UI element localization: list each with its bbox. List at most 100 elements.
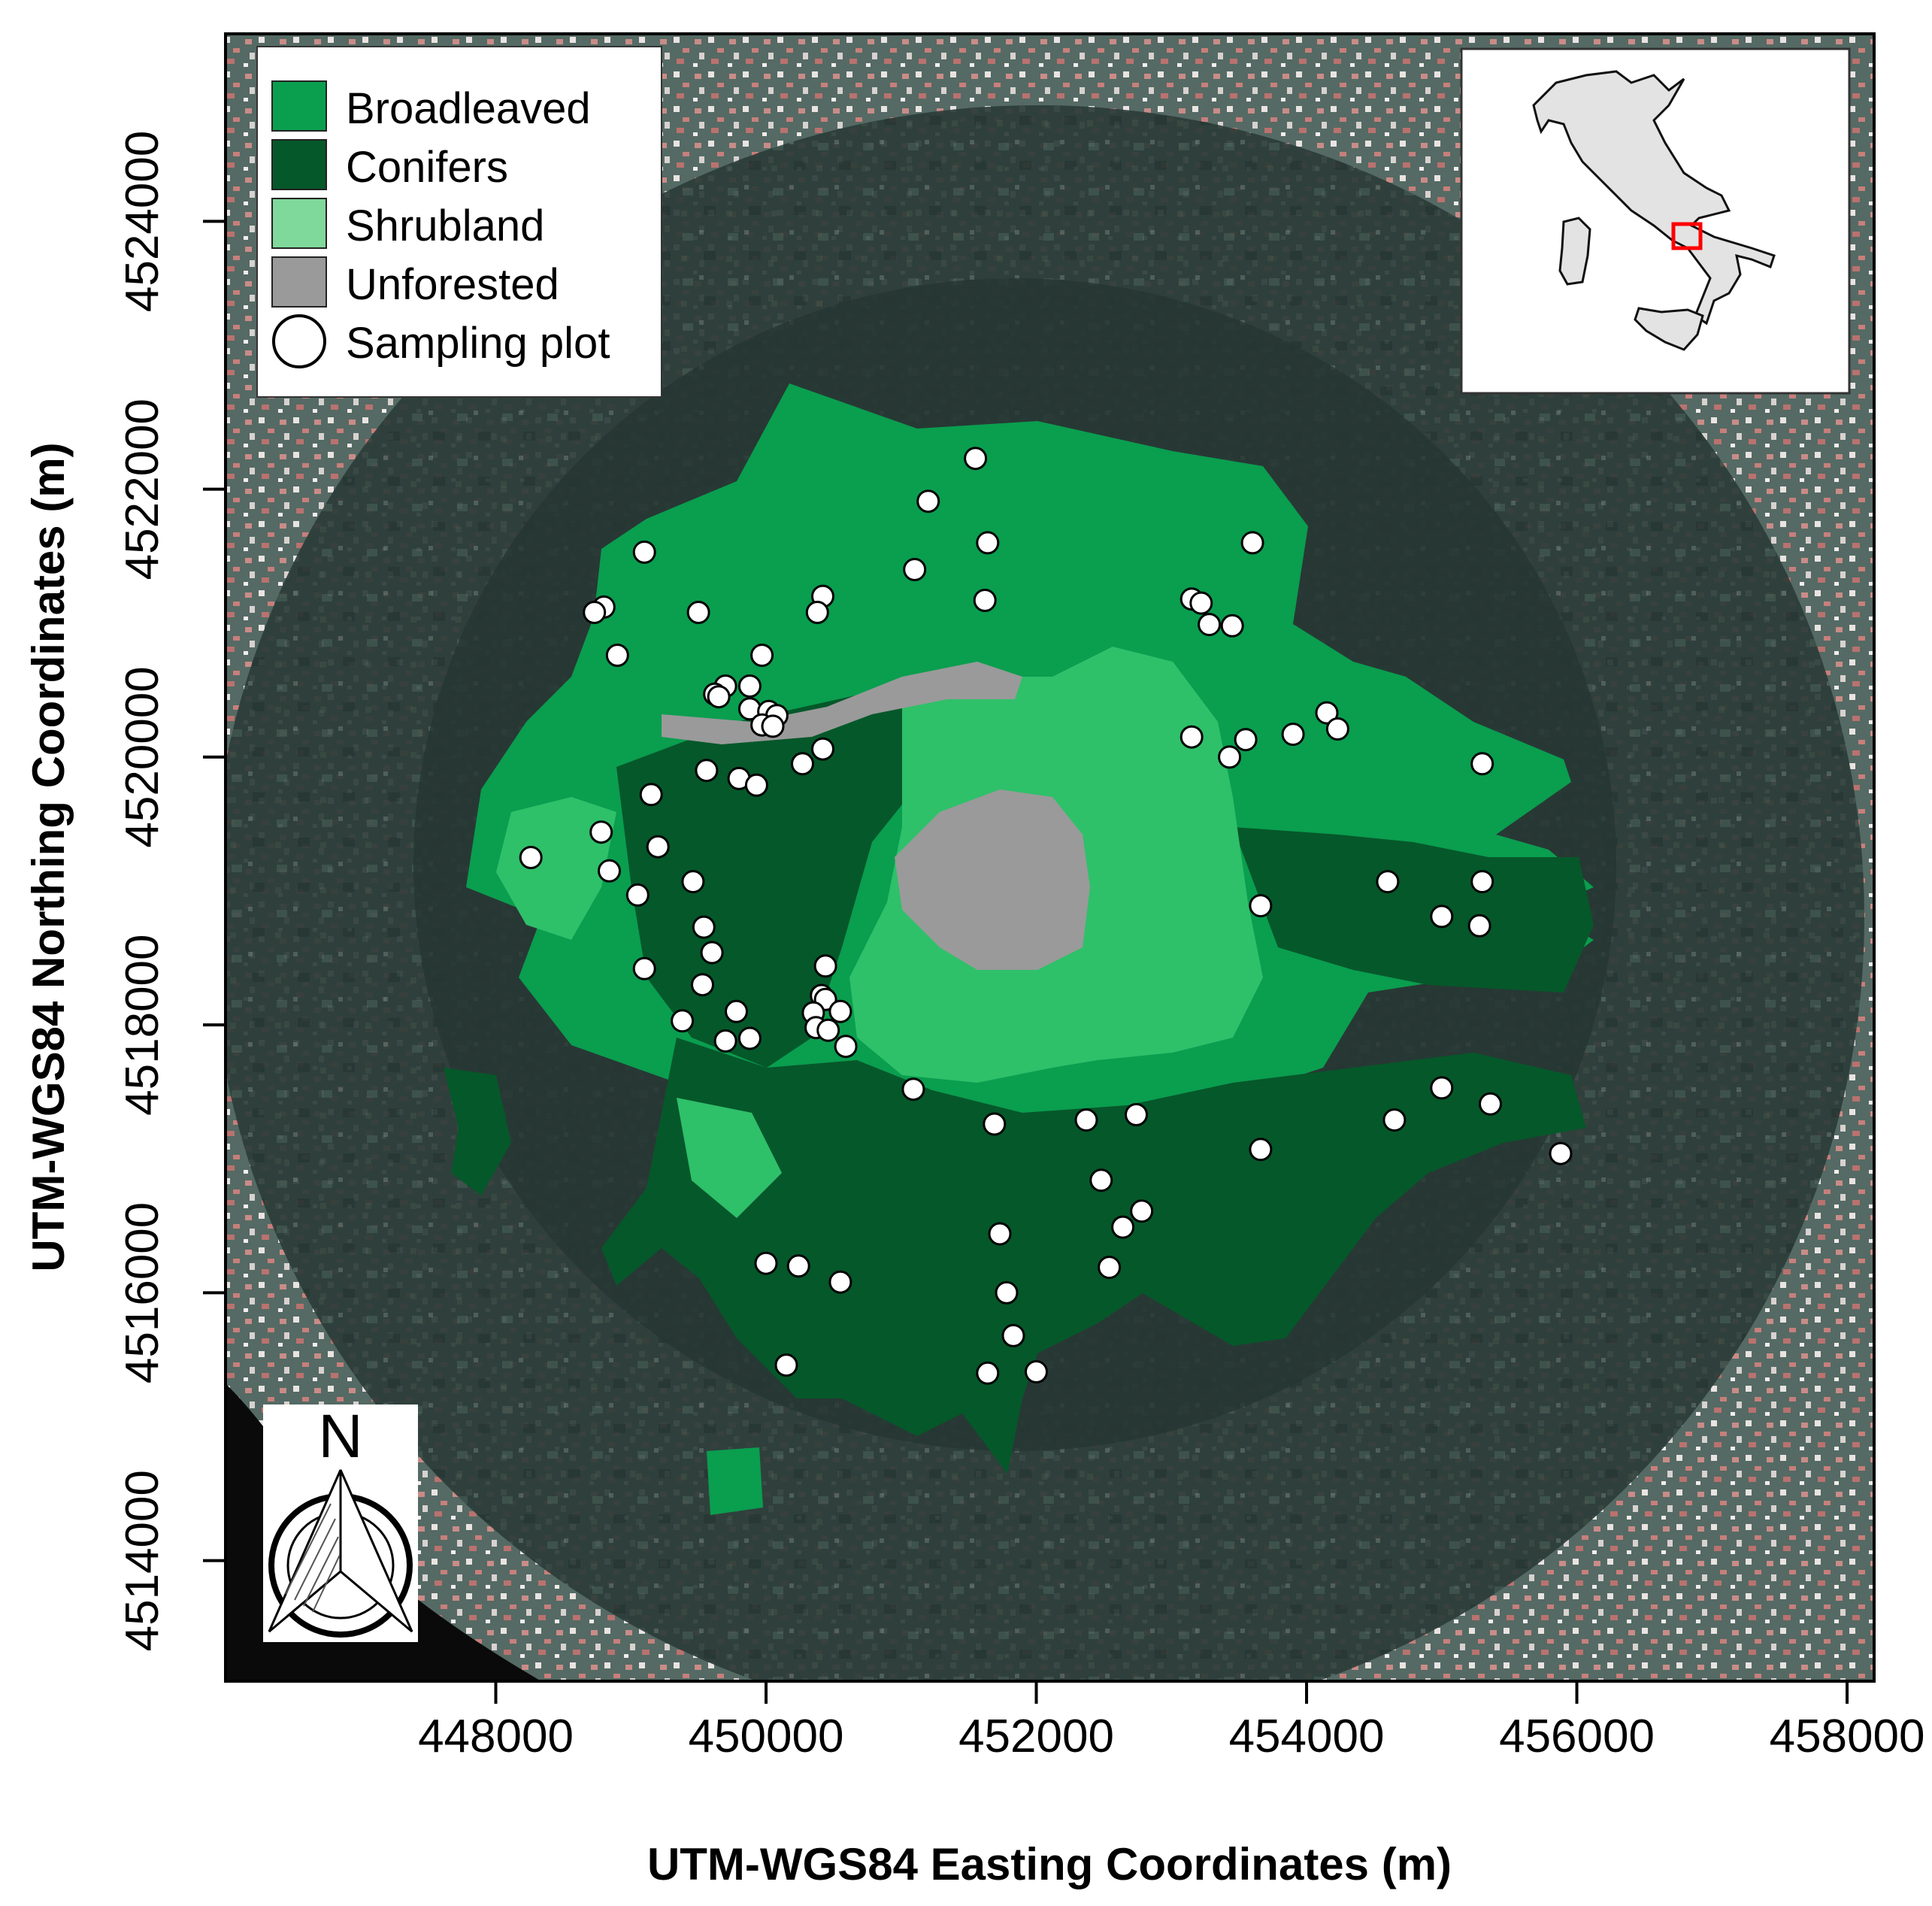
sampling-plot-point [1189, 591, 1213, 615]
sampling-plot-point [519, 846, 543, 869]
sampling-plot-point [1382, 1108, 1407, 1132]
north-arrow-right-half [339, 1469, 413, 1633]
y-tick-label: 4516000 [117, 1202, 168, 1383]
sampling-plot-point [700, 941, 724, 965]
sampling-plot-point [639, 783, 663, 807]
sampling-plot-point [828, 999, 852, 1023]
sampling-plot-point [1470, 752, 1494, 776]
north-arrow: N [263, 1402, 418, 1642]
sampling-plot-point [754, 1251, 778, 1275]
sampling-plot-point [1089, 1168, 1113, 1192]
sampling-plot-point [976, 531, 1000, 555]
sampling-plot-point [1376, 870, 1400, 894]
legend-swatch-unforested [271, 256, 327, 308]
sampling-plot-point [901, 1077, 925, 1101]
sampling-plot-point [1220, 614, 1244, 638]
conifers-east-lobe [1233, 827, 1594, 992]
y-tick-label: 4514000 [117, 1470, 168, 1651]
sampling-plot-point [1240, 531, 1264, 555]
sampling-plot-point [1074, 1108, 1098, 1132]
sampling-plot-point [834, 1035, 858, 1059]
sampling-plot-point [805, 601, 829, 624]
legend-swatch-conifers [271, 139, 327, 190]
north-arrow-hatch [312, 1554, 341, 1613]
sampling-plot-point [1325, 717, 1349, 741]
sampling-plot-point [1467, 914, 1491, 938]
sampling-plot-point [916, 489, 940, 514]
sampling-plot-point [761, 714, 785, 738]
x-tick-label: 448000 [418, 1711, 574, 1762]
inset-locator-map [1460, 47, 1851, 395]
sampling-plot-point [774, 1353, 798, 1377]
study-area-highlight [1671, 222, 1703, 250]
sampling-plot-point [1001, 1323, 1025, 1347]
legend-label-shrubland: Shrubland [346, 202, 544, 250]
conifers-west-patch [444, 1068, 511, 1195]
legend-label-unforested: Unforested [346, 260, 559, 309]
sampling-plot-point [1430, 905, 1454, 929]
sampling-plot-point [744, 773, 768, 797]
sampling-plot-point [750, 644, 774, 667]
sampling-plot-point [1025, 1360, 1048, 1383]
sampling-plot-point [632, 540, 656, 564]
sampling-plot-point [1470, 870, 1494, 894]
legend: Broadleaved Conifers Shrubland Unforeste… [256, 46, 662, 398]
sampling-plot-point [1430, 1076, 1454, 1100]
sampling-plot-point [1130, 1199, 1154, 1223]
sampling-plot-point [1111, 1215, 1135, 1239]
sampling-plot-point [1098, 1256, 1122, 1280]
sampling-plot-point [737, 674, 762, 698]
sampling-plot-point [725, 999, 748, 1023]
legend-label-broadleaved: Broadleaved [346, 84, 591, 133]
x-tick-label: 454000 [1229, 1711, 1385, 1762]
y-axis-title: UTM-WGS84 Northing Coordinates (m) [23, 442, 74, 1271]
sampling-plot-point [737, 1026, 762, 1050]
sampling-plot-point [605, 644, 629, 667]
sampling-plot-point [598, 859, 621, 883]
x-tick-label: 458000 [1770, 1711, 1925, 1762]
sampling-plot-point [811, 737, 834, 761]
y-axis-ticks: 4514000 4516000 4518000 4520000 4522000 45240… [117, 131, 226, 1651]
sardinia-outline [1558, 217, 1591, 286]
map-frame [224, 32, 1876, 1683]
sampling-plot-point [589, 820, 613, 844]
sampling-plot-point [791, 752, 814, 776]
sampling-plot-point [1125, 1103, 1148, 1126]
sampling-plot-point [646, 835, 670, 859]
broadleaved-south-patch [707, 1447, 763, 1515]
sampling-plot-point [973, 589, 997, 612]
sampling-plot-point [1179, 725, 1204, 749]
sampling-plot-point [671, 1009, 695, 1033]
y-tick-label: 4524000 [117, 131, 168, 312]
x-tick-label: 452000 [958, 1711, 1114, 1762]
sampling-plot-point [964, 447, 988, 471]
sampling-plot-point [632, 956, 656, 980]
north-arrow-hatch [303, 1536, 339, 1607]
sampling-plot-point [786, 1254, 810, 1278]
x-axis-ticks: 448000 450000 452000 454000 456000 458000 [418, 1681, 1924, 1762]
sampling-plot-point [692, 915, 716, 939]
sampling-plot-point [813, 954, 837, 978]
sampling-plot-point [828, 1270, 852, 1294]
sampling-plot-point [816, 1018, 840, 1042]
shrubland-west-patch [496, 797, 616, 940]
sicily-outline [1634, 307, 1704, 351]
y-tick-label: 4520000 [117, 666, 168, 847]
sampling-plot-point [995, 1280, 1019, 1305]
sampling-plot-point [1479, 1092, 1502, 1116]
legend-label-sampling-plot: Sampling plot [346, 319, 610, 368]
sampling-plot-point [1249, 894, 1273, 918]
sampling-plot-point [988, 1222, 1012, 1246]
x-tick-label: 450000 [689, 1711, 844, 1762]
sampling-plot-layer [519, 447, 1573, 1385]
sampling-plot-point [686, 601, 710, 624]
legend-label-conifers: Conifers [346, 143, 508, 192]
italy-mainland-outline [1532, 70, 1776, 326]
sampling-plot-point [1198, 613, 1222, 637]
north-arrow-hatch [294, 1518, 336, 1601]
sampling-plot-point [713, 1029, 737, 1053]
sampling-plot-point [1234, 728, 1258, 752]
shrubland-south-patch [677, 1098, 782, 1218]
sampling-plot-point [976, 1361, 1000, 1385]
